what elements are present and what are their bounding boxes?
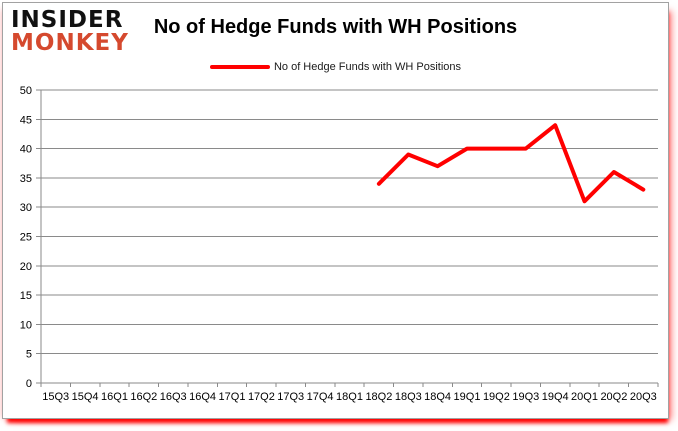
y-tick-label: 45: [20, 114, 32, 126]
x-tick-label: 16Q1: [101, 391, 128, 403]
y-tick-label: 35: [20, 173, 32, 185]
legend-line-swatch: [209, 65, 270, 69]
x-tick-label: 15Q3: [42, 391, 69, 403]
x-tick-label: 17Q2: [248, 391, 275, 403]
y-tick-label: 25: [20, 232, 32, 244]
line-chart: 0 5 10 15 20 25 30 35 40 45 50 15Q3 15Q4 16Q1 16Q2 16Q3…: [20, 85, 659, 403]
y-tick-label: 40: [20, 144, 32, 156]
x-tick-label: 18Q3: [395, 391, 422, 403]
x-tick-label: 16Q4: [189, 391, 216, 403]
x-tick-label: 20Q3: [630, 391, 657, 403]
logo-monkey-text: MONKEY: [11, 30, 129, 57]
x-tick-label: 17Q4: [307, 391, 334, 403]
x-tick-label: 20Q2: [600, 391, 627, 403]
x-tick-label: 17Q1: [219, 391, 246, 403]
chart-window: INSIDER MONKEY No of Hedge Funds with WH…: [2, 2, 669, 419]
x-tick-label: 20Q1: [571, 391, 598, 403]
chart-area: 0 5 10 15 20 25 30 35 40 45 50 15Q3 15Q4 16Q1 16Q2 16Q3…: [3, 3, 668, 418]
legend-label: No of Hedge Funds with WH Positions: [273, 61, 462, 73]
x-tick-label: 18Q4: [424, 391, 451, 403]
y-tick-label: 20: [20, 261, 32, 273]
y-tick-label: 30: [20, 202, 32, 214]
x-tick-label: 18Q1: [336, 391, 363, 403]
y-tick-label: 5: [26, 349, 32, 361]
logo-insider-text: INSIDER: [11, 7, 124, 33]
x-tick-label: 19Q4: [542, 391, 569, 403]
x-tick-label: 19Q3: [512, 391, 539, 403]
y-tick-label: 0: [26, 378, 32, 390]
x-tick-label: 16Q2: [130, 391, 157, 403]
x-tick-label: 17Q3: [277, 391, 304, 403]
x-tick-label: 18Q2: [365, 391, 392, 403]
x-tick-label: 19Q1: [454, 391, 481, 403]
chart-title: No of Hedge Funds with WH Positions: [153, 16, 518, 38]
y-tick-label: 15: [20, 290, 32, 302]
x-tick-label: 19Q2: [483, 391, 510, 403]
insider-monkey-logo: INSIDER MONKEY: [11, 7, 129, 57]
series-line: [376, 123, 646, 204]
y-tick-label: 50: [20, 85, 32, 97]
legend: No of Hedge Funds with WH Positions: [3, 61, 668, 73]
x-tick-label: 16Q3: [160, 391, 187, 403]
x-tick-label: 15Q4: [72, 391, 99, 403]
y-tick-label: 10: [20, 319, 32, 331]
